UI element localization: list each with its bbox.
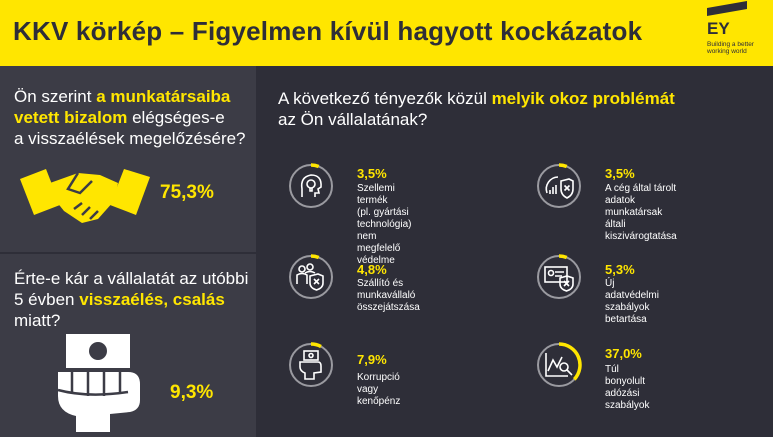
progress-ring <box>537 342 582 387</box>
people-shield-icon <box>296 263 324 291</box>
hand-money-icon <box>299 350 322 380</box>
progress-ring <box>289 163 333 208</box>
q1-text: Ön szerint a munkatársaiba vetett bizalo… <box>14 87 246 148</box>
handshake-icon <box>20 169 150 223</box>
logo-beam-icon <box>707 0 747 17</box>
progress-ring <box>289 342 333 387</box>
left-panel: Ön szerint a munkatársaiba vetett bizalo… <box>0 66 256 437</box>
page-title: KKV körkép – Figyelmen kívül hagyott koc… <box>13 16 643 46</box>
q2-text: Érte-e kár a vállalatát az utóbbi 5 évbe… <box>14 269 249 330</box>
id-shield-icon <box>544 266 574 292</box>
lightbulb-head-icon <box>300 174 322 197</box>
logo-tagline: Building a better working world <box>707 41 754 55</box>
progress-ring <box>537 163 581 208</box>
logo-text: EY <box>707 19 730 38</box>
q2-percentage: 9,3% <box>170 382 214 403</box>
question-title: A következő tényezők közül melyik okoz p… <box>278 89 675 129</box>
header-bar: KKV körkép – Figyelmen kívül hagyott koc… <box>0 0 773 66</box>
data-shield-icon <box>545 176 574 199</box>
chart-magnifier-icon <box>545 353 573 377</box>
progress-ring <box>537 254 581 299</box>
ey-logo: EY Building a better working world <box>707 0 767 60</box>
hand-cash-icon <box>57 334 140 432</box>
progress-ring <box>289 254 333 299</box>
q1-percentage: 75,3% <box>160 182 214 203</box>
panel-divider <box>0 252 256 254</box>
